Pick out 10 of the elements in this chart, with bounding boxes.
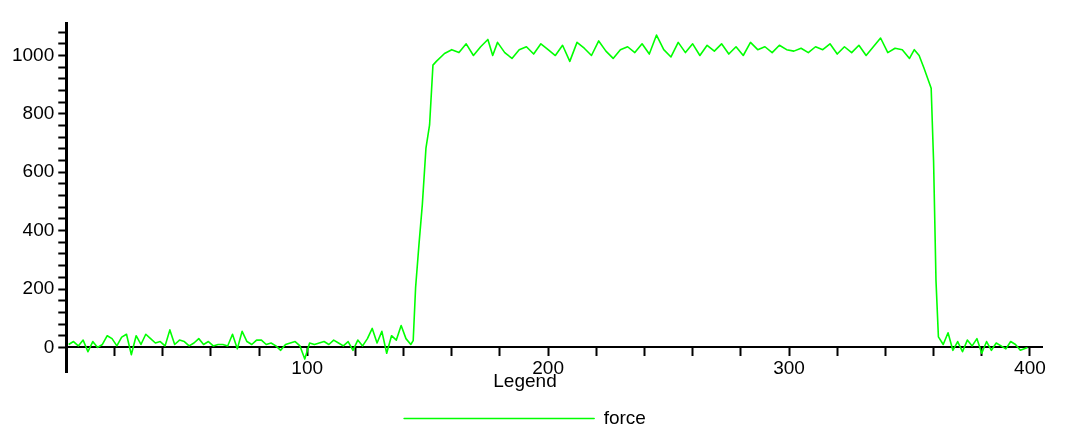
y-tick-label: 600 (22, 160, 55, 182)
text: force (603, 406, 646, 428)
y-tick-label: 800 (22, 102, 55, 124)
y-tick-label: 400 (22, 218, 55, 240)
y-tick-label: 1000 (11, 43, 55, 65)
x-tick-label: 400 (1014, 357, 1046, 379)
y-tick-label: 200 (22, 277, 55, 299)
x-tick-label: 300 (773, 357, 805, 379)
y-tick-label: 0 (43, 335, 55, 357)
x-tick-label: 100 (291, 357, 324, 379)
